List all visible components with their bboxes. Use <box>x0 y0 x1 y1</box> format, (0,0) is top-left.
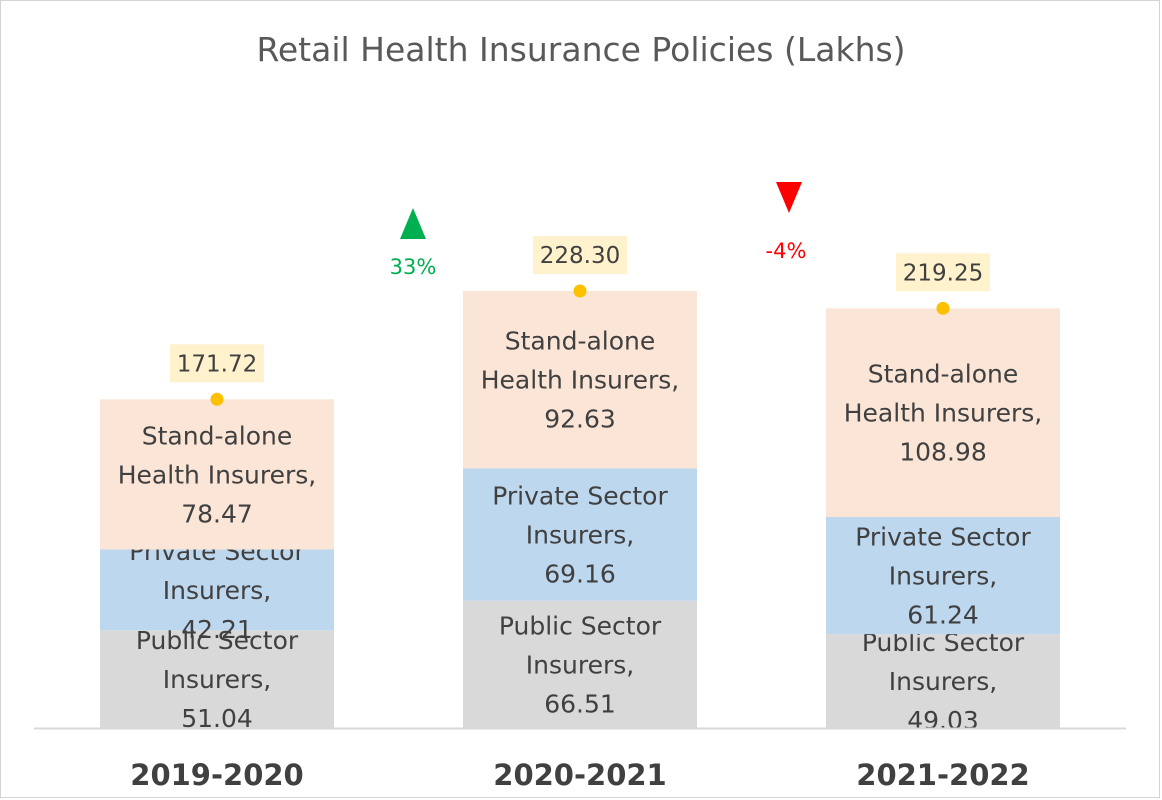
change-label: -4% <box>766 239 807 263</box>
chart-title: Retail Health Insurance Policies (Lakhs) <box>256 30 906 69</box>
data-label-text: Stand-alone <box>142 421 293 450</box>
total-label-bg <box>170 344 264 383</box>
category-label: 2020-2021 <box>493 758 666 792</box>
total-marker <box>573 284 587 298</box>
data-label-text: Insurers, <box>889 562 997 591</box>
total-marker <box>210 392 224 406</box>
data-label-text: Stand-alone <box>505 327 656 356</box>
change-down-arrow-icon <box>776 182 802 213</box>
bar-segment <box>826 308 1060 517</box>
bar-segment <box>100 630 334 728</box>
data-label-text: Insurers, <box>163 576 271 605</box>
data-label-value: 69.16 <box>544 559 616 588</box>
bar-segment <box>100 399 334 550</box>
bar-segment <box>826 516 1060 635</box>
category-label: 2019-2020 <box>130 758 303 792</box>
change-up-arrow-icon <box>400 208 426 239</box>
bar-segment <box>463 291 697 469</box>
data-label-text: Health Insurers, <box>844 399 1043 428</box>
total-label: 219.25 <box>903 260 983 286</box>
data-label-text: Public Sector <box>136 626 299 655</box>
data-label-text: Insurers, <box>163 665 271 694</box>
data-label-value: 78.47 <box>181 499 253 528</box>
data-label-value: 61.24 <box>907 601 979 630</box>
data-label-value: 49.03 <box>907 706 979 735</box>
total-label: 228.30 <box>540 243 620 269</box>
data-label-text: Private Sector <box>855 523 1031 552</box>
data-label-text: Insurers, <box>526 520 634 549</box>
data-label-value: 42.21 <box>181 615 253 644</box>
data-label-value: 92.63 <box>544 405 616 434</box>
data-label-value: 108.98 <box>899 438 986 467</box>
data-label-text: Stand-alone <box>868 360 1019 389</box>
bar-segment <box>463 468 697 601</box>
change-label: 33% <box>390 255 437 279</box>
total-label-bg <box>896 253 990 292</box>
category-label: 2021-2022 <box>856 758 1029 792</box>
bar-segment <box>100 549 334 631</box>
data-label-text: Health Insurers, <box>118 460 317 489</box>
total-label-bg <box>533 236 627 274</box>
data-label-value: 66.51 <box>544 689 616 718</box>
total-label: 171.72 <box>177 351 257 377</box>
data-label-text: Public Sector <box>499 611 662 640</box>
data-label-text: Insurers, <box>889 667 997 696</box>
data-label-text: Health Insurers, <box>481 366 680 395</box>
bar-segment <box>463 600 697 728</box>
total-marker <box>936 301 950 315</box>
data-label-text: Insurers, <box>526 650 634 679</box>
bar-segment <box>826 634 1060 728</box>
data-label-text: Private Sector <box>492 481 668 510</box>
